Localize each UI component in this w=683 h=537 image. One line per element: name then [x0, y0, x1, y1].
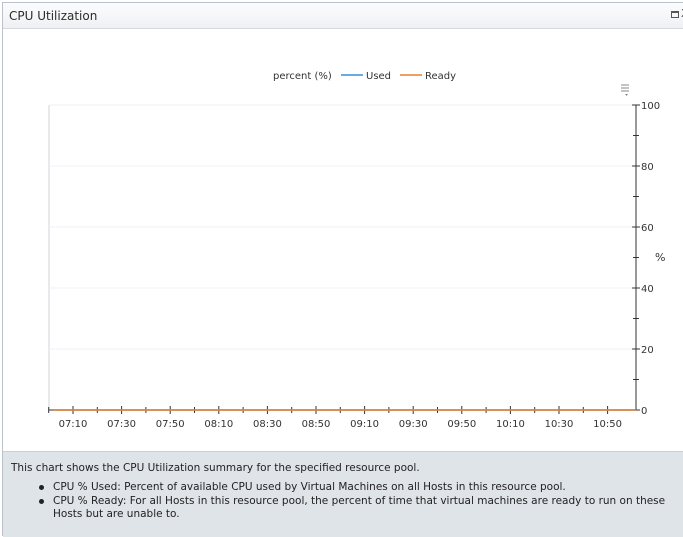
y-tick-label: 100	[641, 101, 660, 112]
description-item-used: CPU % Used: Percent of available CPU use…	[39, 481, 679, 494]
x-tick-label: 10:30	[545, 419, 574, 430]
description-list: CPU % Used: Percent of available CPU use…	[39, 481, 679, 522]
x-tick-label: 09:10	[350, 419, 379, 430]
y-tick-label: 60	[641, 223, 654, 234]
x-tick-label: 08:10	[204, 419, 233, 430]
x-tick-label: 08:30	[253, 419, 282, 430]
y-axis-label: %	[655, 251, 665, 264]
x-tick-label: 07:50	[156, 419, 185, 430]
chart-description: This chart shows the CPU Utilization sum…	[3, 451, 683, 537]
chart-menu-icon-arrow	[625, 94, 628, 96]
x-tick-label: 07:30	[107, 419, 136, 430]
panel-title: CPU Utilization	[9, 9, 98, 23]
y-tick-label: 20	[641, 345, 654, 356]
panel-titlebar: CPU Utilization X	[3, 3, 683, 29]
y-tick-label: 80	[641, 162, 654, 173]
x-tick-label: 08:50	[302, 419, 331, 430]
x-tick-label: 09:30	[399, 419, 428, 430]
legend-label-used: Used	[366, 71, 391, 82]
x-tick-label: 07:10	[59, 419, 88, 430]
description-item-ready: CPU % Ready: For all Hosts in this resou…	[39, 495, 679, 521]
chart-area: 0 20 40 60 80 100% 07:10 07:30 07:50 08:10 08:30 08…	[3, 29, 683, 449]
maximize-icon[interactable]	[671, 11, 679, 18]
legend-label-ready: Ready	[425, 71, 456, 82]
x-tick-label: 10:50	[593, 419, 622, 430]
x-tick-label: 09:50	[447, 419, 476, 430]
legend-title: percent (%)	[273, 71, 332, 82]
x-tick-label: 10:10	[496, 419, 525, 430]
close-icon[interactable]: X	[681, 8, 683, 20]
y-tick-label: 40	[641, 284, 654, 295]
chart-menu-icon[interactable]	[621, 84, 629, 96]
y-tick-label: 0	[641, 406, 647, 417]
cpu-utilization-chart: 0 20 40 60 80 100% 07:10 07:30 07:50 08:10 08:30 08…	[48, 71, 665, 430]
description-intro: This chart shows the CPU Utilization sum…	[11, 462, 420, 474]
